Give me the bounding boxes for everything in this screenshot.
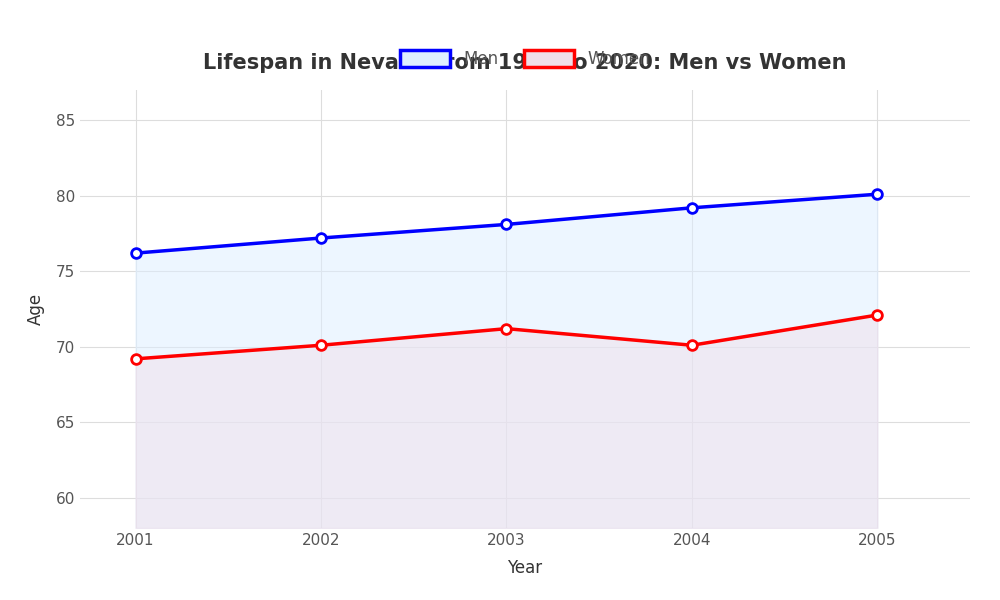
Y-axis label: Age: Age	[27, 293, 45, 325]
X-axis label: Year: Year	[507, 559, 543, 577]
Legend: Men, Women: Men, Women	[392, 41, 658, 76]
Title: Lifespan in Nevada from 1971 to 2020: Men vs Women: Lifespan in Nevada from 1971 to 2020: Me…	[203, 53, 847, 73]
